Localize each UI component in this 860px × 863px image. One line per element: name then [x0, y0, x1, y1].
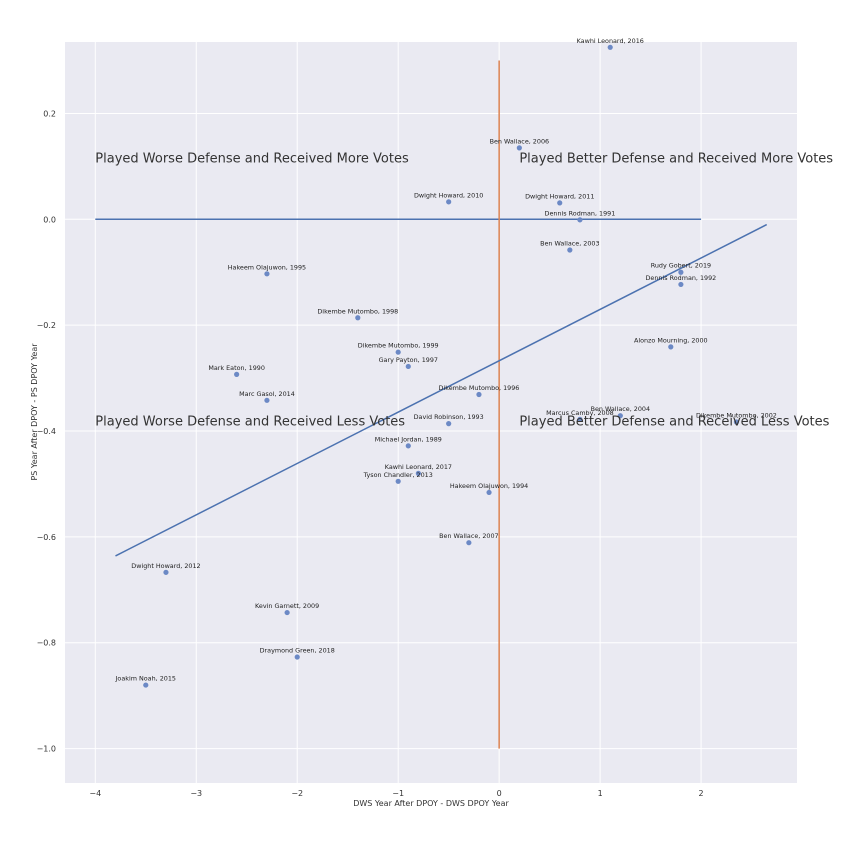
point-label: Ben Wallace, 2004 — [591, 405, 650, 413]
point-label: Ben Wallace, 2007 — [439, 532, 498, 540]
point-label: Kawhi Leonard, 2017 — [385, 463, 452, 471]
point-label: Dennis Rodman, 1991 — [545, 209, 616, 217]
data-point — [405, 443, 411, 449]
plot-background — [65, 42, 797, 783]
y-tick-label: −0.2 — [37, 321, 56, 330]
point-label: Alonzo Mourning, 2000 — [634, 336, 708, 344]
data-point — [405, 363, 411, 370]
data-point — [668, 344, 674, 350]
point-label: Dennis Rodman, 1992 — [646, 274, 717, 282]
data-point — [567, 247, 573, 253]
point-label: Michael Jordan, 1989 — [375, 435, 442, 443]
point-label: Hakeem Olajuwon, 1995 — [228, 263, 306, 271]
point-label: Marcus Camby, 2008 — [546, 409, 614, 417]
point-label: Mark Eaton, 1990 — [208, 364, 265, 372]
y-tick-label: −0.6 — [37, 533, 56, 542]
point-label: Gary Payton, 1997 — [379, 356, 438, 364]
quadrant-label: Played Better Defense and Received Less … — [519, 415, 829, 430]
data-point — [355, 315, 361, 321]
data-point — [678, 269, 684, 275]
point-label: Dikembe Mutombo, 1998 — [317, 307, 398, 315]
data-point — [395, 478, 401, 484]
data-point — [486, 489, 492, 496]
point-label: Dikembe Mutombo, 1996 — [439, 384, 520, 392]
point-label: Ben Wallace, 2003 — [540, 240, 599, 248]
reference-lines — [95, 60, 768, 749]
point-label: Tyson Chandler, 2013 — [363, 471, 433, 479]
point-label: Joakim Noah, 2015 — [115, 675, 176, 683]
data-point — [234, 371, 240, 377]
point-label: Dikembe Mutombo, 1999 — [358, 342, 439, 350]
y-tick-label: −1.0 — [37, 745, 56, 754]
data-point — [415, 470, 421, 476]
x-tick-label: 2 — [699, 789, 704, 798]
data-point — [284, 609, 290, 616]
data-point — [395, 349, 401, 355]
point-label: Dwight Howard, 2012 — [131, 562, 200, 570]
point-label: Marc Gasol, 2014 — [239, 390, 295, 398]
point-label: Kawhi Leonard, 2016 — [577, 37, 644, 45]
x-tick-label: −3 — [190, 789, 202, 798]
data-point — [163, 569, 169, 575]
data-point — [466, 540, 472, 546]
x-tick-label: 1 — [598, 789, 603, 798]
data-point — [617, 413, 623, 419]
point-label: Rudy Gobert, 2019 — [651, 262, 711, 270]
y-tick-label: −0.8 — [37, 639, 56, 648]
point-label: Ben Wallace, 2006 — [490, 137, 549, 145]
point-label: Dwight Howard, 2011 — [525, 192, 594, 200]
point-label: Dikembe Mutombo, 2002 — [696, 412, 777, 420]
data-point — [516, 145, 522, 151]
data-point — [476, 391, 482, 398]
data-point — [446, 421, 452, 427]
data-point — [143, 682, 149, 688]
quadrant-label: Played Better Defense and Received More … — [519, 152, 833, 167]
y-tick-label: 0.2 — [43, 109, 56, 118]
point-label: David Robinson, 1993 — [414, 413, 484, 421]
data-point — [294, 654, 300, 660]
axis-ticks: −4 −3 −2 −1 0 1 2 0.2 0.0 −0.2 −0.4 −0.6 −0.8 −1.0 — [37, 109, 704, 798]
regression-line — [115, 223, 768, 557]
point-label: Kevin Garnett, 2009 — [255, 602, 319, 610]
x-axis-label: DWS Year After DPOY - DWS DPOY Year — [353, 799, 509, 808]
point-label: Draymond Green, 2018 — [260, 647, 335, 655]
y-tick-label: 0.0 — [43, 215, 56, 224]
y-tick-label: −0.4 — [37, 427, 56, 436]
x-tick-label: −1 — [392, 789, 404, 798]
data-point — [678, 281, 684, 288]
point-label: Hakeem Olajuwon, 1994 — [450, 482, 528, 490]
data-point — [446, 199, 452, 205]
quadrant-annotations: Played Worse Defense and Received More V… — [95, 152, 833, 430]
point-label: Dwight Howard, 2010 — [414, 191, 483, 199]
data-point — [264, 397, 270, 403]
data-point — [607, 44, 613, 50]
quadrant-label: Played Worse Defense and Received Less V… — [95, 415, 405, 430]
y-axis-label: PS Year After DPOY - PS DPOY Year — [30, 343, 39, 481]
data-point — [577, 217, 583, 223]
data-point — [733, 419, 740, 425]
quadrant-label: Played Worse Defense and Received More V… — [95, 152, 409, 167]
data-point — [557, 200, 563, 206]
data-points: Kawhi Leonard, 2016 Ben Wallace, 2006 Dwig… — [115, 37, 777, 688]
data-point — [577, 416, 583, 422]
x-tick-label: 0 — [497, 789, 502, 798]
x-tick-label: −2 — [291, 789, 303, 798]
x-tick-label: −4 — [89, 789, 101, 798]
data-point — [264, 271, 270, 277]
